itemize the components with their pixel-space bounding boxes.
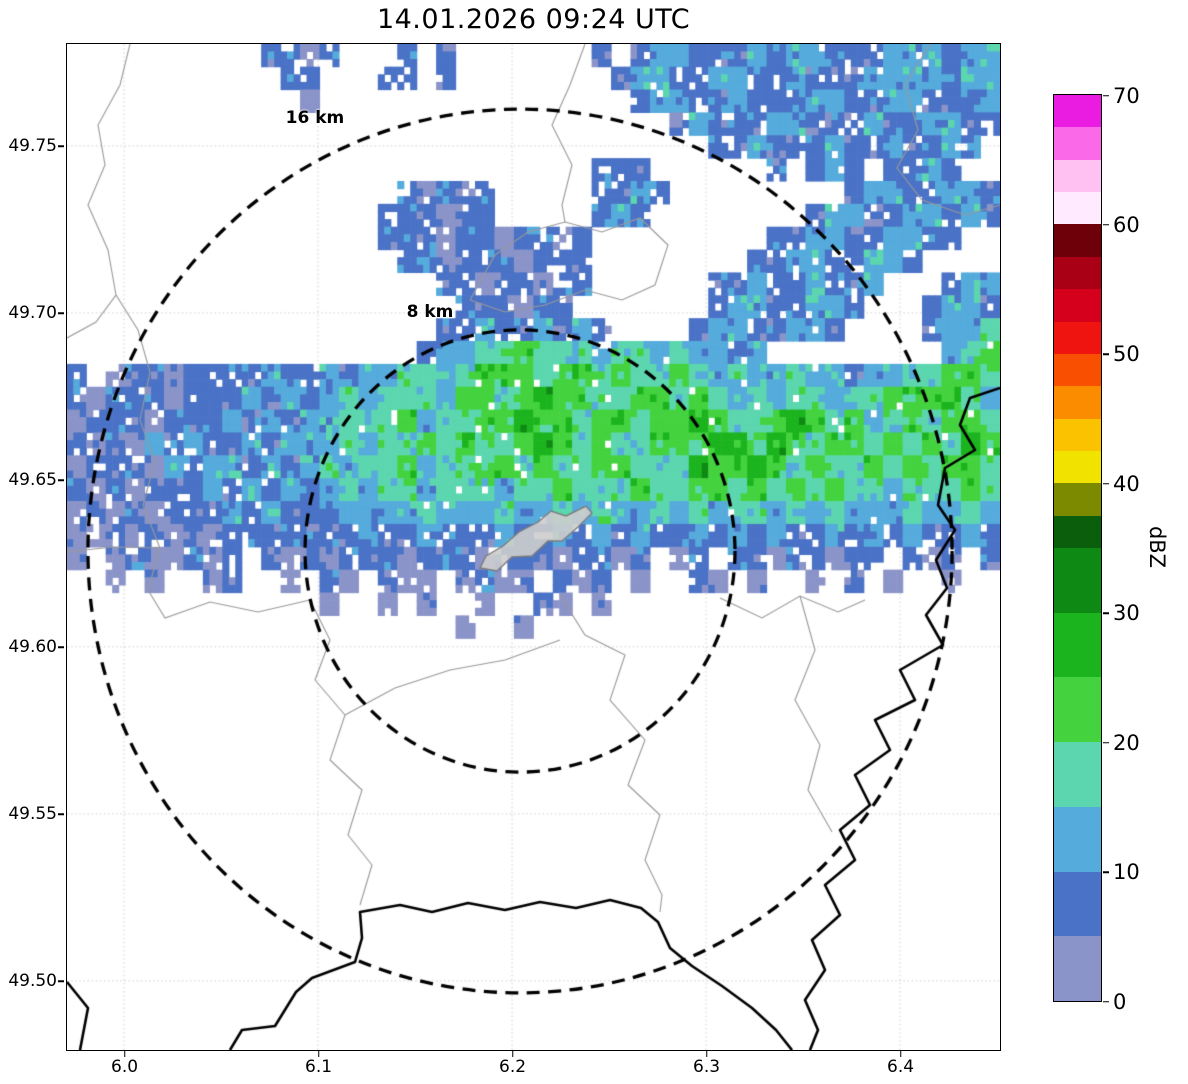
colorbar-band xyxy=(1054,612,1101,678)
x-tick-mark xyxy=(511,1051,514,1057)
x-tick-label: 6.4 xyxy=(887,1057,915,1077)
colorbar-tick-mark xyxy=(1103,224,1109,226)
range-ring-label: 16 km xyxy=(285,108,345,129)
colorbar xyxy=(1053,94,1102,1002)
colorbar-band xyxy=(1054,547,1101,613)
colorbar-tick-mark xyxy=(1103,1000,1109,1003)
x-tick-mark xyxy=(317,1051,320,1057)
colorbar-band xyxy=(1054,871,1101,937)
colorbar-band xyxy=(1054,418,1101,451)
colorbar-tick-label: 0 xyxy=(1113,989,1127,1014)
colorbar-tick-label: 50 xyxy=(1113,342,1140,367)
colorbar-band xyxy=(1054,676,1101,743)
colorbar-tick-mark xyxy=(1103,353,1109,356)
x-tick-mark xyxy=(899,1051,902,1057)
y-tick-mark xyxy=(58,980,64,983)
colorbar-tick-label: 20 xyxy=(1113,730,1140,755)
colorbar-band xyxy=(1054,159,1101,193)
range-ring-label: 8 km xyxy=(406,301,454,322)
colorbar-band xyxy=(1054,806,1101,872)
colorbar-tick-label: 40 xyxy=(1113,471,1140,496)
y-tick-label: 49.65 xyxy=(8,470,57,491)
y-tick-label: 49.70 xyxy=(8,303,57,324)
colorbar-band xyxy=(1054,288,1101,322)
y-tick-mark xyxy=(58,646,64,649)
figure-title: 14.01.2026 09:24 UTC xyxy=(376,4,691,35)
colorbar-tick-label: 10 xyxy=(1113,860,1140,885)
colorbar-tick-mark xyxy=(1103,741,1109,744)
colorbar-band xyxy=(1054,94,1101,128)
x-tick-mark xyxy=(123,1051,126,1057)
radar-reflectivity-canvas xyxy=(67,44,1000,1050)
x-tick-label: 6.3 xyxy=(693,1057,721,1077)
y-tick-label: 49.50 xyxy=(8,971,57,992)
colorbar-band xyxy=(1054,935,1101,1001)
colorbar-tick-mark xyxy=(1103,871,1109,873)
y-tick-label: 49.55 xyxy=(8,804,57,825)
colorbar-band xyxy=(1054,321,1101,354)
colorbar-band xyxy=(1054,515,1101,548)
colorbar-band xyxy=(1054,741,1101,807)
colorbar-tick-label: 30 xyxy=(1113,601,1140,626)
x-tick-mark xyxy=(705,1051,708,1057)
y-tick-label: 49.60 xyxy=(8,637,57,658)
colorbar-band xyxy=(1054,353,1101,387)
colorbar-band xyxy=(1054,191,1101,225)
x-tick-label: 6.1 xyxy=(305,1057,333,1077)
colorbar-tick-label: 70 xyxy=(1113,83,1140,108)
y-tick-mark xyxy=(58,312,64,315)
y-tick-label: 49.75 xyxy=(8,136,57,157)
x-tick-label: 6.2 xyxy=(499,1057,527,1077)
colorbar-band xyxy=(1054,256,1101,290)
colorbar-band xyxy=(1054,385,1101,419)
colorbar-tick-mark xyxy=(1103,612,1109,614)
y-tick-mark xyxy=(58,145,64,148)
x-tick-label: 6.0 xyxy=(111,1057,139,1077)
colorbar-band xyxy=(1054,482,1101,516)
colorbar-label: dBZ xyxy=(1145,525,1169,569)
y-tick-mark xyxy=(58,479,64,482)
colorbar-tick-mark xyxy=(1103,94,1109,97)
colorbar-band xyxy=(1054,223,1101,257)
colorbar-tick-mark xyxy=(1103,483,1109,485)
y-tick-mark xyxy=(58,813,64,816)
plot-area: 16 km 8 km xyxy=(66,43,1001,1051)
colorbar-tick-label: 60 xyxy=(1113,212,1140,237)
colorbar-band xyxy=(1054,450,1101,484)
colorbar-band xyxy=(1054,126,1101,160)
